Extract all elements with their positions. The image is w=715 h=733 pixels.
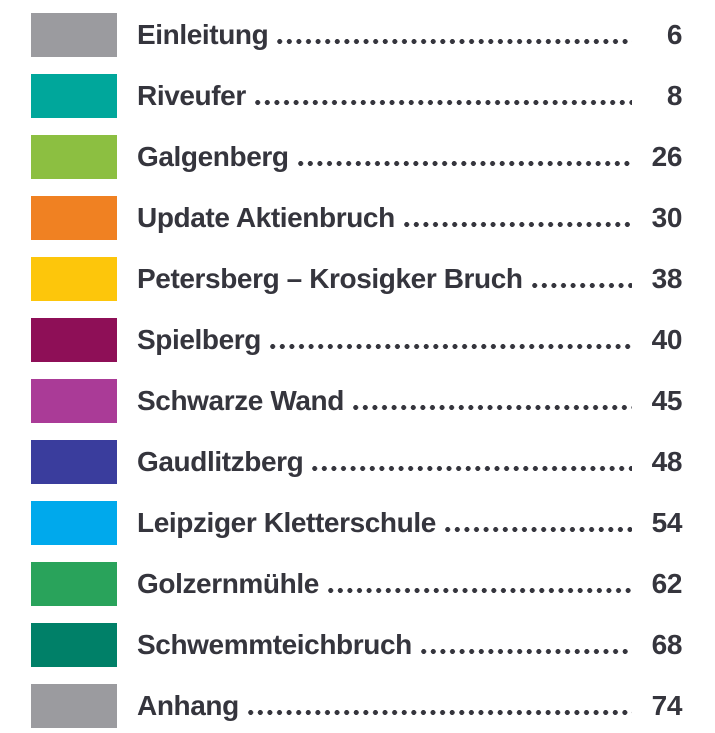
toc-row[interactable]: Gaudlitzberg 48 [0, 431, 715, 492]
color-swatch [31, 195, 117, 240]
dot-leader [444, 527, 632, 532]
toc-row[interactable]: Einleitung 6 [0, 4, 715, 65]
toc-entry-title: Schwemmteichbruch [137, 628, 412, 660]
color-swatch [31, 317, 117, 362]
toc-entry-page: 6 [666, 18, 683, 50]
toc-entry-title: Golzernmühle [137, 567, 319, 599]
color-swatch [31, 73, 117, 118]
dot-leader [270, 344, 632, 349]
toc-entry-title: Riveufer [137, 79, 246, 111]
color-swatch [31, 256, 117, 301]
toc-entry-page: 74 [651, 689, 683, 721]
toc-entry-page: 40 [651, 323, 683, 355]
toc-entry-page: 54 [651, 506, 683, 538]
dot-leader [277, 39, 632, 44]
toc-entry-page: 68 [651, 628, 683, 660]
toc-entry-title: Anhang [137, 689, 239, 721]
dot-leader [247, 710, 632, 715]
color-swatch [31, 439, 117, 484]
toc-row[interactable]: Spielberg 40 [0, 309, 715, 370]
dot-leader [352, 405, 632, 410]
toc-entry-title: Leipziger Kletterschule [137, 506, 436, 538]
toc-entry-title: Gaudlitzberg [137, 445, 304, 477]
color-swatch [31, 683, 117, 728]
toc-entry-page: 30 [651, 201, 683, 233]
dot-leader [254, 100, 632, 105]
toc-row[interactable]: Petersberg – Krosigker Bruch 38 [0, 248, 715, 309]
toc-row[interactable]: Golzernmühle 62 [0, 553, 715, 614]
toc-row[interactable]: Schwemmteichbruch 68 [0, 614, 715, 675]
toc-entry-title: Spielberg [137, 323, 261, 355]
toc-entry-title: Schwarze Wand [137, 384, 344, 416]
color-swatch [31, 134, 117, 179]
dot-leader [403, 222, 632, 227]
dot-leader [327, 588, 632, 593]
toc-entry-page: 48 [651, 445, 683, 477]
toc-entry-title: Galgenberg [137, 140, 289, 172]
toc-entry-page: 26 [651, 140, 683, 172]
toc-row[interactable]: Riveufer 8 [0, 65, 715, 126]
toc-row[interactable]: Schwarze Wand 45 [0, 370, 715, 431]
dot-leader [531, 283, 632, 288]
color-swatch [31, 561, 117, 606]
toc-entry-page: 62 [651, 567, 683, 599]
color-swatch [31, 500, 117, 545]
toc-row[interactable]: Leipziger Kletterschule 54 [0, 492, 715, 553]
toc-entry-title: Einleitung [137, 18, 269, 50]
toc-entry-page: 8 [666, 79, 683, 111]
dot-leader [420, 649, 632, 654]
color-swatch [31, 12, 117, 57]
color-swatch [31, 378, 117, 423]
toc-entry-page: 38 [651, 262, 683, 294]
dot-leader [312, 466, 632, 471]
toc-row[interactable]: Anhang 74 [0, 675, 715, 733]
toc-entry-title: Petersberg – Krosigker Bruch [137, 262, 523, 294]
toc-row[interactable]: Galgenberg 26 [0, 126, 715, 187]
color-swatch [31, 622, 117, 667]
toc-row[interactable]: Update Aktienbruch 30 [0, 187, 715, 248]
toc-entry-page: 45 [651, 384, 683, 416]
dot-leader [297, 161, 632, 166]
toc-entry-title: Update Aktienbruch [137, 201, 395, 233]
